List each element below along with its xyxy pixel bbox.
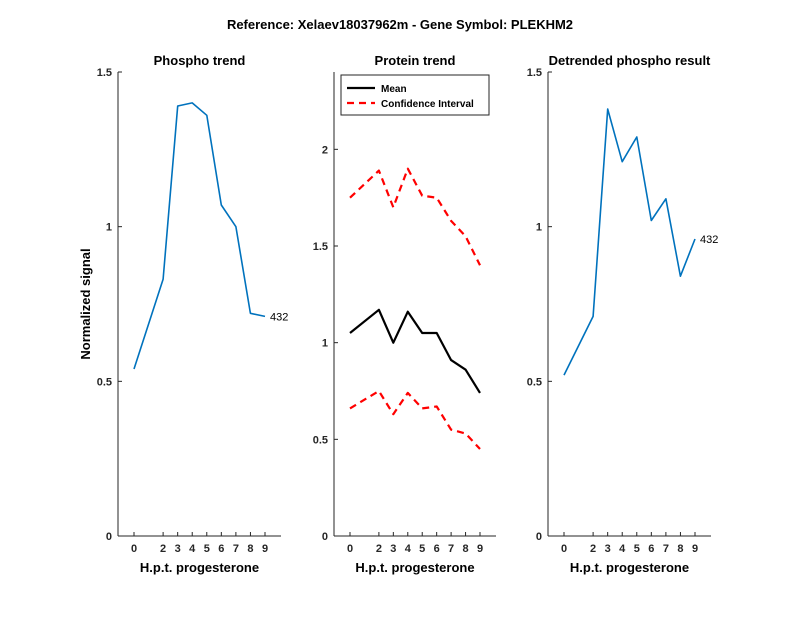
panel3-y-tick-label: 0 — [536, 531, 542, 543]
panel2-x-tick-label: 4 — [405, 543, 412, 555]
panel1-y-tick-label: 1 — [106, 222, 112, 234]
panel3-y-tick-label: 0.5 — [527, 376, 542, 388]
panel3-x-tick-label: 3 — [605, 543, 611, 555]
panel1-series-annotation: 432 — [270, 311, 288, 323]
panel2-x-tick-label: 2 — [376, 543, 382, 555]
panel1-x-tick-label: 7 — [233, 543, 239, 555]
panel3-series-annotation: 432 — [700, 234, 718, 246]
panel3-trend-line — [563, 108, 696, 376]
panel1-x-tick-label: 3 — [175, 543, 181, 555]
panel2-x-tick-label: 6 — [434, 543, 440, 555]
panel1-y-tick-label: 1.5 — [97, 67, 112, 79]
panel2-title: Protein trend — [375, 53, 456, 68]
panel2-x-label: H.p.t. progesterone — [355, 560, 474, 575]
panel1-x-label: H.p.t. progesterone — [140, 560, 259, 575]
panel2-y-tick-label: 2 — [322, 144, 328, 156]
panel3-title: Detrended phospho result — [549, 53, 711, 68]
figure-title: Reference: Xelaev18037962m - Gene Symbol… — [227, 17, 573, 32]
panel2-ci-lower-line — [349, 389, 481, 450]
panel2-x-tick-label: 3 — [390, 543, 396, 555]
panel2-y-tick-label: 1.5 — [313, 241, 328, 253]
panel3-x-tick-label: 2 — [590, 543, 596, 555]
panel3-x-tick-label: 5 — [634, 543, 640, 555]
panel1-x-tick-label: 9 — [262, 543, 268, 555]
panel2-x-tick-label: 7 — [448, 543, 454, 555]
panel1-x-tick-label: 2 — [160, 543, 166, 555]
panel3-x-tick-label: 7 — [663, 543, 669, 555]
panel2-legend-box — [340, 74, 490, 116]
panel3-x-tick-label: 0 — [561, 543, 567, 555]
panel3-y-tick-label: 1 — [536, 222, 542, 234]
panel1-x-tick-label: 0 — [131, 543, 137, 555]
panel3-x-tick-label: 8 — [677, 543, 683, 555]
panel2-legend-label: Confidence Interval — [381, 99, 474, 110]
panel2-mean-line — [349, 308, 481, 394]
panel2-x-tick-label: 0 — [347, 543, 353, 555]
panel3-x-tick-label: 9 — [692, 543, 698, 555]
panel1-x-tick-label: 4 — [189, 543, 196, 555]
panel1-x-tick-label: 5 — [204, 543, 210, 555]
panel2-x-tick-label: 5 — [419, 543, 425, 555]
panel3-x-tick-label: 6 — [648, 543, 654, 555]
panel3-x-label: H.p.t. progesterone — [570, 560, 689, 575]
panel1-y-tick-label: 0 — [106, 531, 112, 543]
panel2-legend-label: Mean — [381, 84, 407, 95]
panel1-y-label: Normalized signal — [78, 248, 93, 359]
panel1-trend-line — [133, 102, 266, 370]
panel1-y-tick-label: 0.5 — [97, 376, 112, 388]
panel2-x-tick-label: 8 — [462, 543, 468, 555]
panel3-x-tick-label: 4 — [619, 543, 626, 555]
panel2-y-tick-label: 1 — [322, 338, 328, 350]
panel1-title: Phospho trend — [154, 53, 246, 68]
panel2-y-tick-label: 0 — [322, 531, 328, 543]
panel2-ci-upper-line — [349, 167, 481, 266]
panel3-y-tick-label: 1.5 — [527, 67, 542, 79]
panel2-x-tick-label: 9 — [477, 543, 483, 555]
panel2-y-tick-label: 0.5 — [313, 434, 328, 446]
panel1-x-tick-label: 6 — [218, 543, 224, 555]
panel1-x-tick-label: 8 — [247, 543, 253, 555]
